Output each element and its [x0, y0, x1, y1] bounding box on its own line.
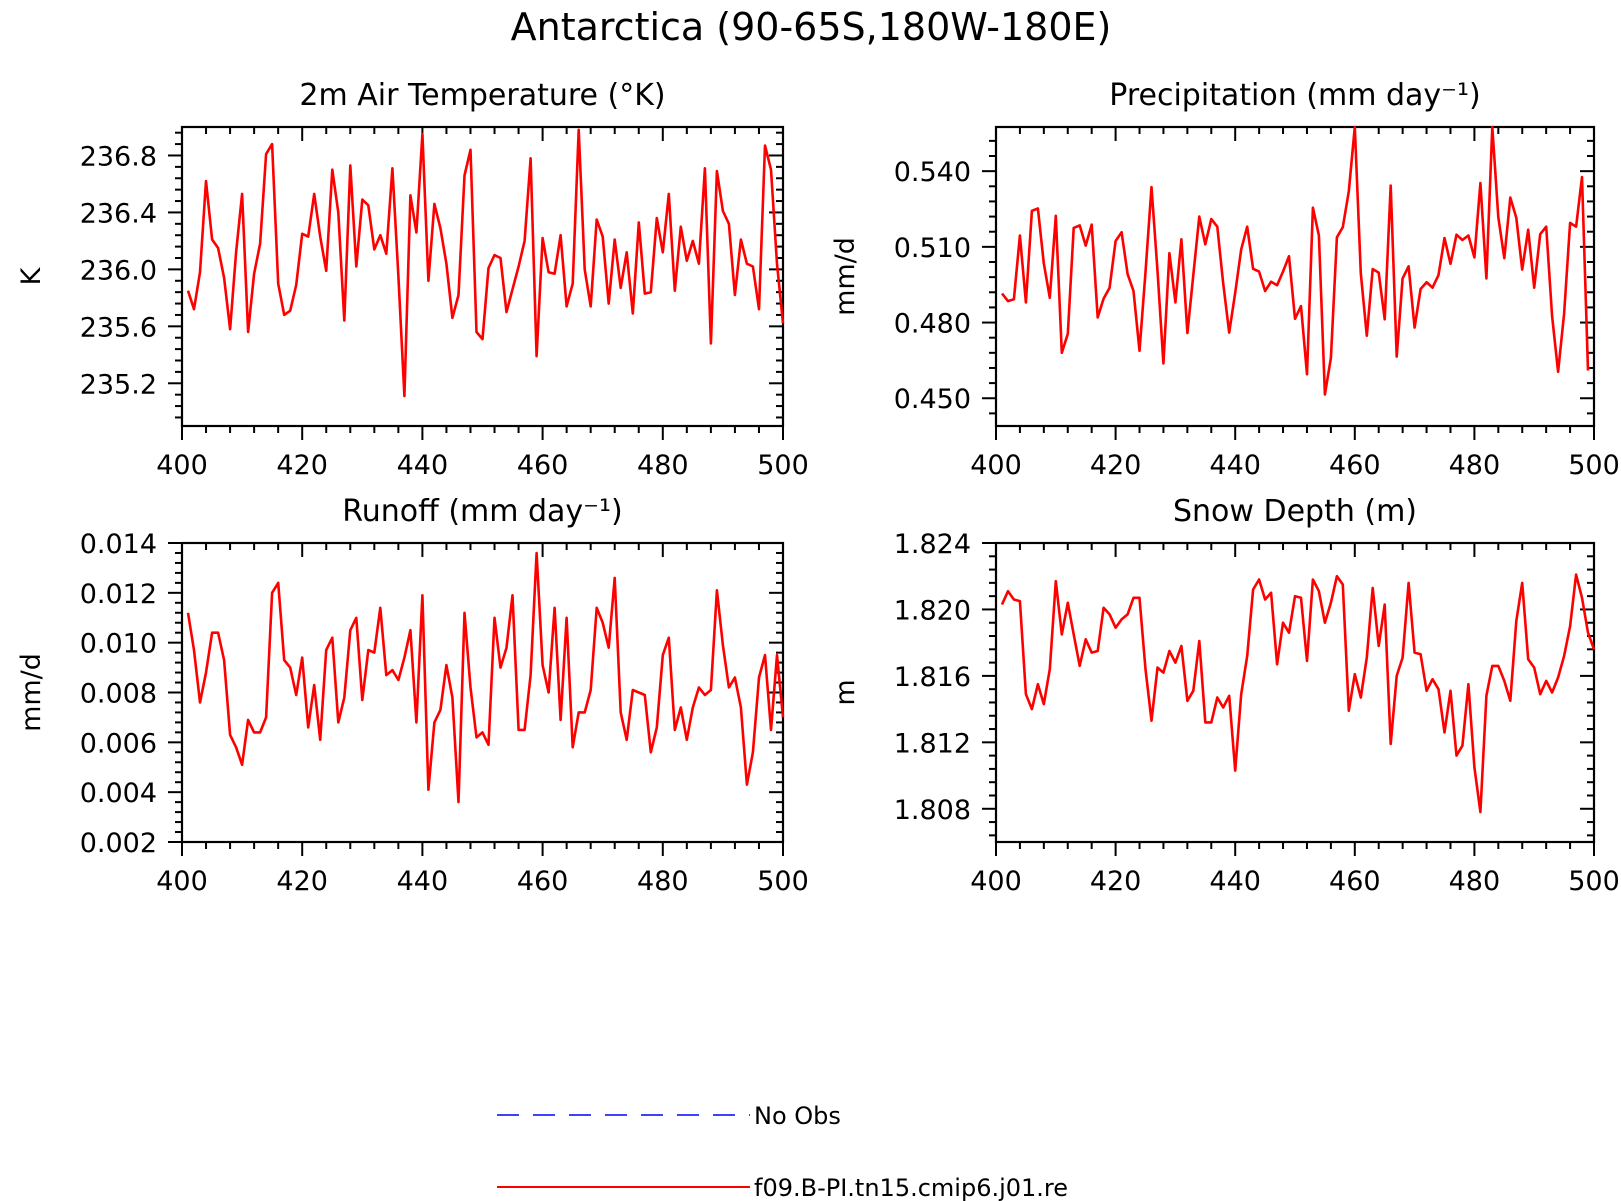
- x-tick-label-snow-depth: 400: [970, 866, 1022, 897]
- y-tick-label-precipitation: 0.510: [894, 233, 971, 264]
- series-line-snow-depth: [1000, 573, 1596, 814]
- y-tick-label-precipitation: 0.450: [894, 384, 971, 415]
- x-tick-label-snow-depth: 480: [1449, 866, 1501, 897]
- x-tick-label-snow-depth: 500: [1568, 866, 1620, 897]
- x-tick-label-runoff: 500: [757, 866, 809, 897]
- x-tick-label-air-temperature: 480: [637, 450, 689, 481]
- plot-frame-air-temperature: [180, 125, 785, 428]
- y-tick-label-air-temperature: 236.8: [80, 141, 157, 172]
- series-line-runoff: [186, 551, 785, 804]
- y-tick-label-snow-depth: 1.820: [894, 595, 971, 626]
- panel-title-runoff: Runoff (mm day⁻¹): [342, 494, 623, 529]
- panel-precipitation: Precipitation (mm day⁻¹) mm/d 400 420 440 460…: [830, 78, 1620, 481]
- legend-label-model: f09.B-PI.tn15.cmip6.j01.re: [754, 1174, 1068, 1201]
- y-tick-label-snow-depth: 1.824: [894, 529, 971, 560]
- y-axis-label-precipitation: mm/d: [830, 237, 861, 316]
- y-tick-label-snow-depth: 1.812: [894, 728, 971, 759]
- x-tick-label-air-temperature: 420: [276, 450, 328, 481]
- main-title: Antarctica (90-65S,180W-180E): [511, 5, 1112, 49]
- y-tick-label-runoff: 0.002: [80, 828, 157, 859]
- x-tick-label-runoff: 460: [517, 866, 569, 897]
- legend-label-no-obs: No Obs: [754, 1102, 841, 1130]
- x-tick-label-precipitation: 480: [1449, 450, 1501, 481]
- x-tick-label-precipitation: 400: [970, 450, 1022, 481]
- x-tick-label-runoff: 400: [156, 866, 208, 897]
- y-tick-label-air-temperature: 235.6: [80, 312, 157, 343]
- series-line-precipitation: [1000, 125, 1590, 396]
- plot-frame-snow-depth: [994, 541, 1596, 844]
- x-tick-label-air-temperature: 460: [517, 450, 569, 481]
- plot-frame-runoff: [180, 541, 785, 844]
- y-tick-label-runoff: 0.010: [80, 629, 157, 660]
- x-tick-label-air-temperature: 400: [156, 450, 208, 481]
- y-tick-label-snow-depth: 1.808: [894, 795, 971, 826]
- series-line-air-temperature: [186, 128, 785, 398]
- y-axis-label-runoff: mm/d: [16, 653, 47, 732]
- y-tick-label-runoff: 0.008: [80, 679, 157, 710]
- plot-frame-precipitation: [994, 125, 1596, 428]
- panels: 2m Air Temperature (°K) K 400 420 440 460 480 5…: [16, 78, 1620, 897]
- x-tick-label-precipitation: 440: [1209, 450, 1261, 481]
- x-tick-label-runoff: 480: [637, 866, 689, 897]
- x-tick-label-precipitation: 420: [1090, 450, 1142, 481]
- y-tick-label-runoff: 0.012: [80, 579, 157, 610]
- panel-title-snow-depth: Snow Depth (m): [1173, 494, 1417, 529]
- x-tick-label-precipitation: 460: [1329, 450, 1381, 481]
- y-tick-label-snow-depth: 1.816: [894, 662, 971, 693]
- y-axis-label-snow-depth: m: [830, 679, 861, 705]
- y-tick-label-air-temperature: 235.2: [80, 369, 157, 400]
- legend: No Obs f09.B-PI.tn15.cmip6.j01.re: [497, 1102, 1068, 1201]
- panel-runoff: Runoff (mm day⁻¹) mm/d 400 420 440 460 480 500 0…: [16, 494, 809, 897]
- x-tick-label-air-temperature: 500: [757, 450, 809, 481]
- y-tick-label-runoff: 0.004: [80, 778, 157, 809]
- panel-snow-depth: Snow Depth (m) m 400 420 440 460 480 500 1.808 1.…: [830, 494, 1620, 897]
- panel-title-precipitation: Precipitation (mm day⁻¹): [1109, 78, 1480, 113]
- y-tick-label-runoff: 0.006: [80, 728, 157, 759]
- x-tick-label-snow-depth: 440: [1209, 866, 1261, 897]
- x-tick-label-runoff: 420: [276, 866, 328, 897]
- y-tick-label-precipitation: 0.480: [894, 309, 971, 340]
- y-tick-label-air-temperature: 236.4: [80, 198, 157, 229]
- panel-air-temperature: 2m Air Temperature (°K) K 400 420 440 460 480 5…: [16, 78, 809, 481]
- x-tick-label-snow-depth: 460: [1329, 866, 1381, 897]
- panel-title-air-temperature: 2m Air Temperature (°K): [299, 78, 665, 113]
- x-tick-label-runoff: 440: [397, 866, 449, 897]
- y-tick-label-runoff: 0.014: [80, 529, 157, 560]
- y-axis-label-air-temperature: K: [16, 266, 47, 285]
- y-tick-label-air-temperature: 236.0: [80, 255, 157, 286]
- x-tick-label-air-temperature: 440: [397, 450, 449, 481]
- x-tick-label-snow-depth: 420: [1090, 866, 1142, 897]
- y-tick-label-precipitation: 0.540: [894, 157, 971, 188]
- x-tick-label-precipitation: 500: [1568, 450, 1620, 481]
